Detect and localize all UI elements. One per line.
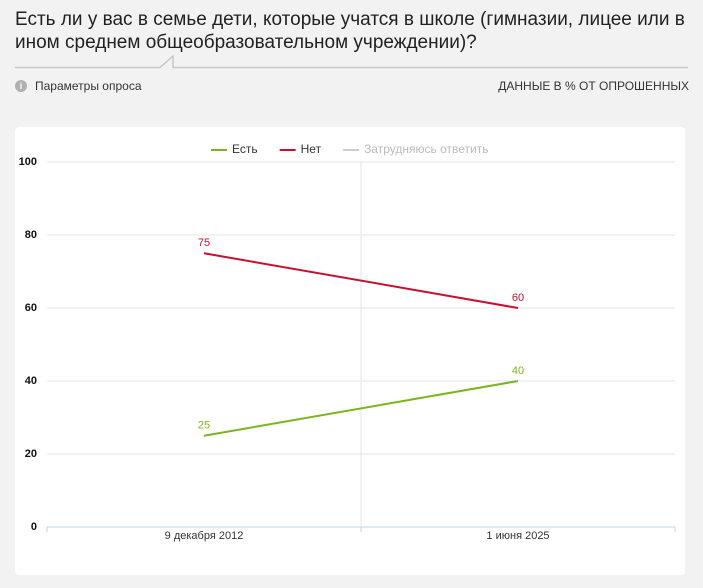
- y-tick-label: 40: [25, 375, 37, 387]
- legend-label[interactable]: Есть: [232, 142, 258, 156]
- title: Есть ли у вас в семье дети, которые учат…: [15, 9, 685, 53]
- data-label: 25: [198, 420, 210, 432]
- series-line: [203, 252, 519, 309]
- y-tick-label: 100: [19, 156, 37, 168]
- legend-label[interactable]: Затрудняюсь ответить: [364, 142, 488, 156]
- data-label: 40: [512, 365, 524, 377]
- y-tick-label: 0: [31, 521, 37, 533]
- info-icon[interactable]: [15, 80, 27, 92]
- divider: i: [15, 54, 688, 92]
- chart-card: [15, 127, 685, 575]
- x-tick-label: 1 июня 2025: [486, 530, 549, 542]
- y-tick-label: 60: [25, 302, 37, 314]
- legend-label[interactable]: Нет: [301, 142, 322, 156]
- x-tick-label: 9 декабря 2012: [165, 530, 244, 542]
- divider-line: [15, 54, 688, 69]
- y-tick-label: 20: [25, 448, 37, 460]
- survey-params[interactable]: Параметры опроса: [35, 79, 142, 93]
- info-icon-glyph: i: [20, 81, 23, 91]
- data-label: 60: [512, 292, 524, 304]
- series-line: [203, 380, 519, 437]
- units-note: ДАННЫЕ В % ОТ ОПРОШЕННЫХ: [498, 79, 689, 93]
- y-tick-label: 80: [25, 229, 37, 241]
- data-label: 75: [198, 237, 210, 249]
